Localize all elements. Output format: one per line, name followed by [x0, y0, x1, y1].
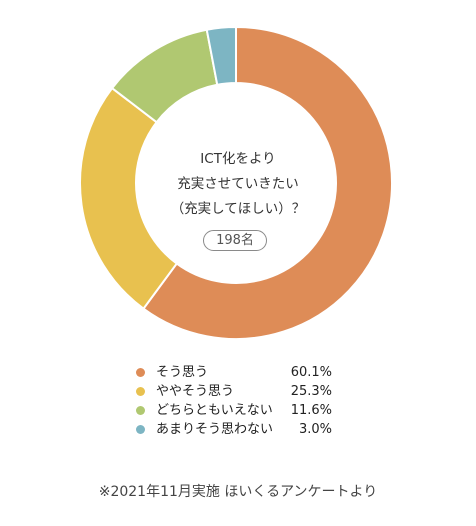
donut-slice-somewhat-disagree: [205, 25, 237, 86]
center-title-line-1: ICT化をより: [200, 151, 276, 167]
donut-slice-agree: [142, 25, 393, 340]
legend-marker-somewhat-disagree: [136, 425, 145, 434]
legend-value: 60.1%: [290, 365, 332, 380]
legend-value: 11.6%: [290, 403, 332, 418]
legend-marker-agree: [136, 368, 145, 377]
legend-value: 3.0%: [298, 422, 332, 437]
legend-item: そう思う 60.1%: [136, 363, 346, 382]
legend-marker-somewhat-agree: [136, 387, 145, 396]
legend-item: どちらともいえない 11.6%: [136, 401, 346, 420]
legend-label: どちらともいえない: [156, 403, 273, 418]
legend-value: 25.3%: [290, 384, 332, 399]
legend-label: ややそう思う: [156, 384, 235, 399]
legend-item: ややそう思う 25.3%: [136, 382, 346, 401]
center-title-line-2: 充実させていきたい: [177, 176, 299, 192]
legend-label: そう思う: [156, 365, 209, 380]
legend-item: あまりそう思わない 3.0%: [136, 420, 346, 439]
legend-marker-neutral: [136, 406, 145, 415]
source-footnote: ※2021年11月実施 ほいくるアンケートより: [98, 484, 378, 500]
chart-legend: そう思う 60.1% ややそう思う 25.3% どちらともいえない 11.6% …: [136, 363, 346, 439]
center-title-line-3: （充実してほしい）？: [170, 201, 306, 217]
donut-chart: [79, 25, 393, 340]
legend-label: あまりそう思わない: [156, 422, 274, 437]
respondent-count-badge: 198名: [203, 230, 267, 251]
